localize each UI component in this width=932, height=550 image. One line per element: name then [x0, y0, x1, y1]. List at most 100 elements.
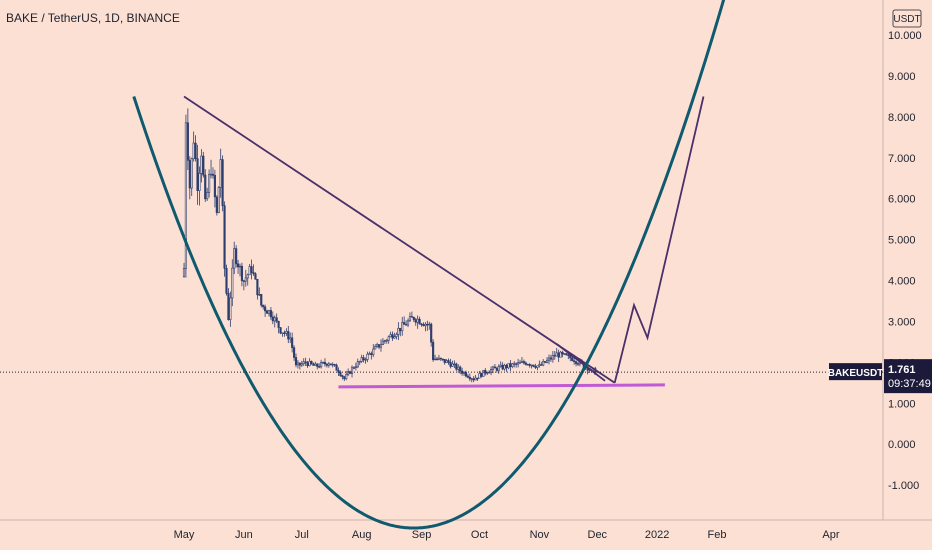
- candle-down: [262, 304, 265, 308]
- candle-down: [399, 327, 402, 332]
- candle-up: [360, 357, 363, 362]
- candle-up: [327, 363, 330, 366]
- time-tick-label: Aug: [352, 529, 372, 541]
- price-tick-label: 10.000: [888, 30, 922, 42]
- symbol-tag-background: [829, 363, 882, 381]
- time-tick-label: Jul: [295, 529, 309, 541]
- candle-down: [443, 359, 446, 363]
- candle-up: [246, 274, 249, 279]
- candle-down: [323, 361, 327, 365]
- candle-up: [451, 363, 454, 367]
- time-scale[interactable]: May Jun Jul Aug Sep Oct Nov Dec 2022 Feb Apr: [174, 529, 840, 541]
- candle-down: [260, 294, 263, 306]
- projection-path[interactable]: [613, 96, 705, 384]
- price-tick-label: 5.000: [888, 235, 916, 247]
- candle-down: [279, 327, 282, 334]
- candle-up: [366, 353, 369, 360]
- candle-up: [503, 364, 506, 370]
- candle-down: [565, 353, 568, 356]
- candle-down: [221, 159, 224, 206]
- candle-down: [459, 366, 462, 372]
- candle-down: [254, 273, 257, 280]
- candle-down: [441, 358, 444, 361]
- time-tick-label: Jun: [235, 529, 253, 541]
- candle-up: [445, 360, 448, 363]
- support-line[interactable]: [338, 383, 665, 389]
- candle-down: [574, 361, 578, 364]
- candle-up: [551, 355, 554, 360]
- candle-up: [331, 364, 334, 366]
- candle-down: [526, 364, 529, 366]
- time-tick-label: Sep: [412, 529, 432, 541]
- candle-down: [316, 363, 319, 367]
- candle-down: [235, 248, 238, 265]
- currency-label: USDT: [893, 14, 920, 25]
- candle-up: [208, 174, 211, 193]
- candle-up: [350, 367, 354, 374]
- candle-up: [545, 359, 549, 363]
- candle-up: [231, 267, 234, 299]
- candle-down: [439, 357, 442, 360]
- price-tick-label: 8.000: [888, 112, 916, 124]
- candle-up: [497, 366, 500, 371]
- candle-down: [466, 375, 469, 378]
- candle-down: [252, 272, 255, 275]
- candle-up: [356, 361, 359, 368]
- candle-up: [273, 317, 276, 322]
- candle-down: [213, 175, 216, 198]
- candle-up: [513, 363, 516, 365]
- candle-up: [489, 369, 493, 373]
- candle-down: [571, 357, 574, 362]
- candle-down: [242, 280, 245, 282]
- candle-down: [422, 324, 425, 327]
- candle-down: [329, 363, 332, 366]
- candle-up: [387, 336, 390, 341]
- candles-layer: [182, 108, 597, 383]
- descending-trendline[interactable]: [183, 95, 616, 384]
- time-tick-label: Dec: [588, 529, 608, 541]
- candle-up: [491, 366, 495, 370]
- candle-down: [567, 354, 570, 357]
- candle-up: [401, 322, 404, 332]
- candle-up: [542, 361, 545, 366]
- candle-down: [412, 317, 415, 320]
- candle-up: [289, 337, 292, 340]
- currency-badge-frame: [892, 9, 922, 28]
- candle-up: [258, 294, 261, 296]
- candle-up: [397, 327, 400, 335]
- candle-up: [530, 364, 533, 367]
- price-tick-label: 1.000: [888, 398, 916, 410]
- bar-countdown: 09:37:49: [888, 378, 931, 390]
- candle-up: [321, 361, 325, 364]
- candle-down: [256, 278, 259, 296]
- candle-up: [200, 155, 203, 174]
- symbol-tag: BAKEUSDT: [828, 363, 884, 381]
- parabola-curve[interactable]: [132, 0, 764, 530]
- candle-up: [217, 187, 220, 213]
- candle-up: [385, 339, 388, 342]
- candle-down: [240, 265, 244, 281]
- candle-up: [354, 366, 357, 368]
- candle-up: [219, 159, 222, 188]
- candle-down: [472, 378, 475, 381]
- candle-down: [196, 158, 199, 191]
- symbol-tag-label: BAKEUSDT: [828, 368, 884, 379]
- candle-down: [215, 196, 218, 213]
- candle-down: [480, 373, 483, 377]
- candle-down: [370, 353, 373, 356]
- time-tick-label: Apr: [822, 529, 839, 541]
- candle-down: [449, 362, 452, 367]
- short-trendline[interactable]: [556, 343, 606, 382]
- candle-down: [337, 370, 340, 373]
- candle-down: [194, 142, 197, 159]
- candle-down: [225, 268, 228, 294]
- time-tick-label: Feb: [708, 529, 727, 541]
- candle-down: [432, 341, 435, 361]
- price-tick-label: 3.000: [888, 316, 916, 328]
- candle-down: [339, 372, 342, 376]
- time-tick-label: Nov: [530, 529, 550, 541]
- price-tick-label: 9.000: [888, 71, 916, 83]
- candle-up: [507, 363, 510, 369]
